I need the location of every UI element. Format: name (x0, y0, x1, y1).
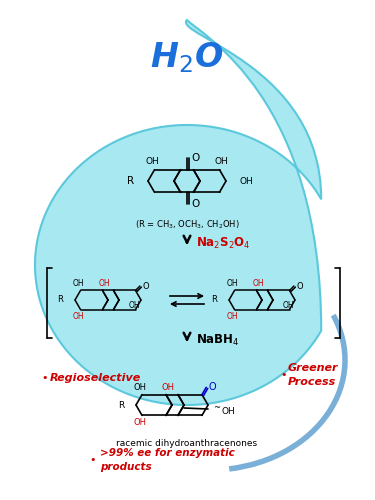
Text: OH: OH (134, 418, 147, 427)
Text: R: R (57, 296, 63, 304)
Text: R: R (211, 296, 217, 304)
Text: H$_2$O: H$_2$O (150, 40, 224, 76)
Text: Na$_2$S$_2$O$_4$: Na$_2$S$_2$O$_4$ (196, 236, 250, 250)
Text: •: • (42, 373, 56, 383)
Text: ~: ~ (213, 403, 220, 412)
Text: racemic dihydroanthracenones: racemic dihydroanthracenones (116, 438, 258, 448)
Text: •: • (90, 455, 104, 465)
Text: Greener
Process: Greener Process (288, 364, 339, 386)
Text: •: • (280, 370, 286, 380)
Text: OH: OH (134, 383, 147, 392)
Text: OH: OH (73, 312, 84, 321)
Text: OH: OH (226, 312, 238, 321)
Text: OH: OH (99, 279, 110, 288)
Text: NaBH$_4$: NaBH$_4$ (196, 332, 240, 347)
Text: OH: OH (146, 157, 159, 166)
Text: >99% ee for enzymatic
products: >99% ee for enzymatic products (100, 448, 235, 471)
Text: OH: OH (226, 279, 238, 288)
Text: OH: OH (253, 279, 264, 288)
Text: OH: OH (129, 300, 141, 310)
Text: R: R (127, 176, 134, 186)
Text: OH: OH (283, 300, 295, 310)
Text: R: R (118, 400, 124, 409)
Text: (R = CH$_3$, OCH$_3$, CH$_2$OH): (R = CH$_3$, OCH$_3$, CH$_2$OH) (135, 219, 239, 231)
Text: O: O (297, 282, 303, 290)
Text: O: O (191, 198, 199, 208)
Text: OH: OH (162, 383, 174, 392)
PathPatch shape (35, 20, 321, 405)
Text: OH: OH (240, 176, 254, 186)
Text: O: O (209, 382, 216, 392)
Text: Regioselective: Regioselective (50, 373, 141, 383)
Text: O: O (191, 154, 199, 164)
Text: OH: OH (214, 157, 228, 166)
Text: OH: OH (73, 279, 84, 288)
Text: O: O (142, 282, 149, 290)
Text: OH: OH (222, 406, 236, 416)
